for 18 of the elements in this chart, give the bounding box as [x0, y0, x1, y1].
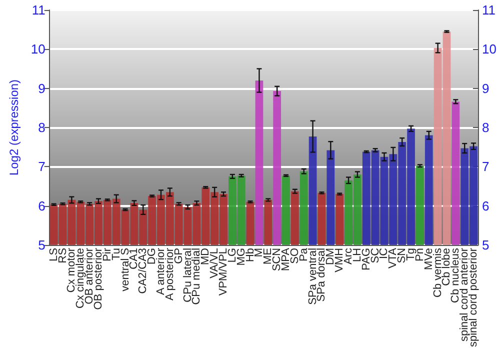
y-tick-label: 7	[38, 159, 46, 174]
x-tick-label: spinal cord posterior	[468, 248, 480, 348]
y2-tick-label: 6	[482, 198, 490, 214]
y2-tick-label: 9	[482, 80, 490, 96]
y2-tick-label: 7	[482, 159, 490, 174]
y2-tick-label: 5	[482, 237, 490, 252]
x-tick-label: Tg	[405, 248, 418, 261]
x-tick-label: MVe	[422, 248, 435, 270]
y-axis-title: Log2 (expression)	[7, 79, 21, 176]
y2-tick-label: 11	[482, 2, 496, 18]
y-tick-label: 6	[38, 198, 46, 214]
y2-tick-label: 8	[482, 120, 490, 135]
y-tick-label: 11	[32, 2, 46, 18]
y-tick-label: 5	[38, 237, 46, 252]
y2-tick-label: 10	[482, 42, 496, 57]
y-tick-label: 9	[38, 80, 46, 96]
y-tick-label: 8	[38, 120, 46, 135]
y-tick-label: 10	[30, 42, 46, 57]
